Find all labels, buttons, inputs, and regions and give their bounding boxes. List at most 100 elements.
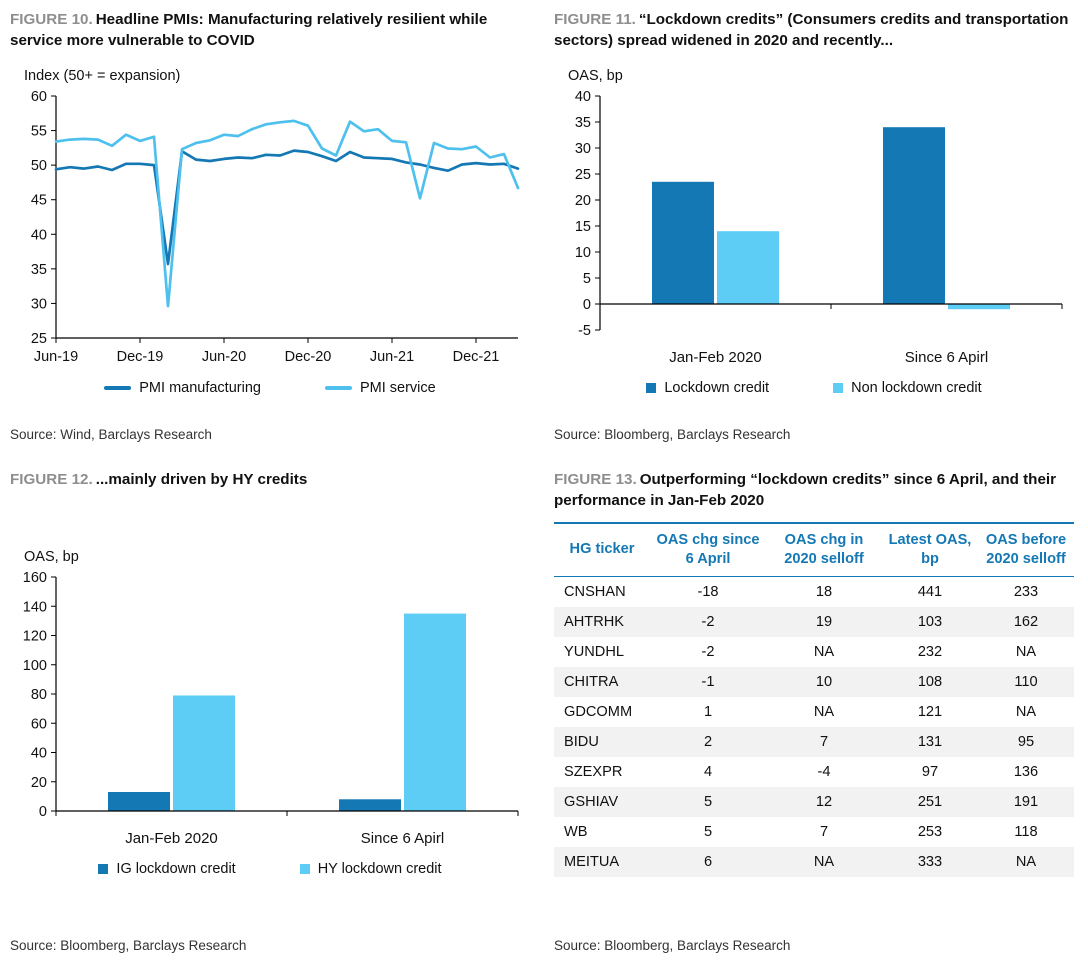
figure-11-title: FIGURE 11. “Lockdown credits” (Consumers …: [554, 10, 1074, 52]
legend-item: HY lockdown credit: [299, 860, 442, 877]
fig13-source-note: Source: Bloomberg, Barclays Research: [554, 938, 791, 953]
y-axis-tick-label: 40: [575, 89, 591, 105]
value-cell: -1: [701, 673, 715, 690]
x-axis-tick-label: Dec-21: [453, 349, 500, 365]
column-header: OAS chg since 6 April: [650, 521, 766, 577]
figure-12-title-text: ...mainly driven by HY credits: [95, 471, 308, 488]
y-axis-tick-label: 45: [31, 193, 47, 209]
ticker-cell: GSHIAV: [564, 793, 619, 810]
figure-10-title: FIGURE 10. Headline PMIs: Manufacturing r…: [10, 10, 530, 52]
legend-item: Lockdown credit: [646, 380, 769, 396]
value-cell: 441: [917, 583, 943, 600]
table-row: YUNDHL -2 NA 232 NA: [554, 637, 1074, 667]
pmi-line-chart: 25 30 35 40 45 50 55 60 Jun-19 Dec-19 Jun-20 Dec-20…: [31, 89, 520, 365]
value-cell: 162: [1013, 613, 1039, 630]
table-header-row: HG ticker OAS chg since 6 April OAS chg in…: [554, 521, 1074, 577]
value-cell: 2: [703, 733, 713, 750]
y-axis-tick-label: 30: [31, 296, 47, 312]
value-cell: 18: [815, 583, 833, 600]
Lockdown credit-bar: [883, 127, 945, 304]
value-cell: NA: [1015, 643, 1037, 660]
lockdown-credits-table: HG ticker OAS chg since 6 April OAS chg in…: [554, 521, 1074, 877]
HY lockdown credit-bar: [173, 695, 235, 811]
table-row: WB 5 7 253 118: [554, 817, 1074, 847]
y-axis-tick-label: 60: [31, 89, 47, 105]
figure-13-title-text: Outperforming “lockdown credits” since 6…: [554, 471, 1057, 509]
legend-line-marker: [104, 385, 132, 390]
value-cell: 4: [703, 763, 713, 780]
y-axis-tick-label: 80: [31, 687, 47, 703]
value-cell: 108: [917, 673, 943, 690]
x-axis-tick-label: Dec-19: [117, 349, 164, 365]
value-cell: 95: [1017, 733, 1035, 750]
legend-label: IG lockdown credit: [116, 860, 236, 877]
y-axis-tick-label: 40: [31, 745, 47, 761]
y-axis-tick-label: 50: [31, 158, 47, 174]
y-axis-tick-label: 0: [39, 804, 47, 820]
figure-11-label: FIGURE 11.: [554, 11, 636, 28]
x-axis-tick-label: Dec-20: [285, 349, 332, 365]
y-axis-tick-label: 25: [31, 331, 47, 347]
value-cell: -18: [697, 583, 719, 600]
y-axis-tick-label: 30: [575, 141, 591, 157]
legend-item: Non lockdown credit: [833, 380, 982, 396]
value-cell: -2: [701, 613, 715, 630]
value-cell: NA: [1015, 853, 1037, 870]
value-cell: 136: [1013, 763, 1039, 780]
PMI service-line: [54, 119, 520, 308]
figure-10-panel: FIGURE 10. Headline PMIs: Manufacturing r…: [10, 10, 554, 470]
fig11-legend: Lockdown credit Non lockdown credit: [554, 380, 1074, 396]
legend-label: HY lockdown credit: [317, 860, 442, 877]
table-row: GSHIAV 5 12 251 191: [554, 786, 1074, 817]
value-cell: -4: [817, 763, 831, 780]
legend-label: Non lockdown credit: [851, 379, 982, 396]
y-axis-tick-label: 0: [583, 297, 591, 313]
ticker-cell: WB: [564, 823, 588, 840]
table-row: CHITRA -1 10 108 110: [554, 666, 1074, 697]
legend-square-marker: [98, 863, 109, 874]
ticker-cell: YUNDHL: [564, 643, 625, 660]
x-axis-tick-label: Jun-21: [370, 349, 414, 365]
figure-11-title-text: “Lockdown credits” (Consumers credits an…: [554, 11, 1069, 49]
column-header: Latest OAS, bp: [882, 521, 978, 577]
y-axis-tick-label: 55: [31, 124, 47, 140]
y-axis-tick-label: 20: [575, 193, 591, 209]
legend-label: PMI manufacturing: [139, 379, 261, 396]
figure-11-panel: FIGURE 11. “Lockdown credits” (Consumers …: [554, 10, 1088, 470]
legend-item: IG lockdown credit: [98, 860, 236, 877]
value-cell: 233: [1013, 583, 1039, 600]
ticker-cell: AHTRHK: [564, 613, 624, 630]
fig11-source-note: Source: Bloomberg, Barclays Research: [554, 427, 791, 442]
legend-line-marker: [324, 385, 352, 390]
y-axis-tick-label: 100: [23, 658, 47, 674]
table-row: SZEXPR 4 -4 97 136: [554, 757, 1074, 787]
value-cell: 232: [917, 643, 943, 660]
x-axis-category-label: Jan-Feb 2020: [669, 349, 762, 366]
fig12-legend: IG lockdown credit HY lockdown credit: [10, 861, 530, 877]
figure-13-title: FIGURE 13. Outperforming “lockdown credit…: [554, 470, 1074, 512]
ig-hy-lockdown-bar-chart: 0 20 40 60 80 100 120 140 160 Jan-Feb 2020 Since 6…: [23, 570, 519, 847]
value-cell: 7: [819, 823, 829, 840]
figure-13-panel: FIGURE 13. Outperforming “lockdown credit…: [554, 470, 1088, 961]
value-cell: 253: [917, 823, 943, 840]
fig11-y-axis-unit-label: OAS, bp: [568, 67, 623, 84]
value-cell: 10: [815, 673, 833, 690]
y-axis-tick-label: 5: [583, 271, 591, 287]
value-cell: 97: [921, 763, 939, 780]
ticker-cell: CNSHAN: [564, 583, 626, 600]
value-cell: 1: [703, 703, 713, 720]
figure-10-label: FIGURE 10.: [10, 11, 93, 28]
Non lockdown credit-bar: [717, 231, 779, 304]
ticker-cell: CHITRA: [564, 673, 619, 690]
fig10-legend: PMI manufacturing PMI service: [10, 380, 530, 396]
y-axis-tick-label: 120: [23, 628, 47, 644]
fig12-y-axis-unit-label: OAS, bp: [24, 548, 79, 565]
y-axis-tick-label: 140: [23, 599, 47, 615]
y-axis-tick-label: 25: [575, 167, 591, 183]
legend-label: PMI service: [359, 379, 436, 396]
table-row: BIDU 2 7 131 95: [554, 726, 1074, 757]
figure-13-label: FIGURE 13.: [554, 471, 637, 488]
column-header: OAS before 2020 selloff: [978, 521, 1074, 577]
value-cell: 19: [815, 613, 833, 630]
